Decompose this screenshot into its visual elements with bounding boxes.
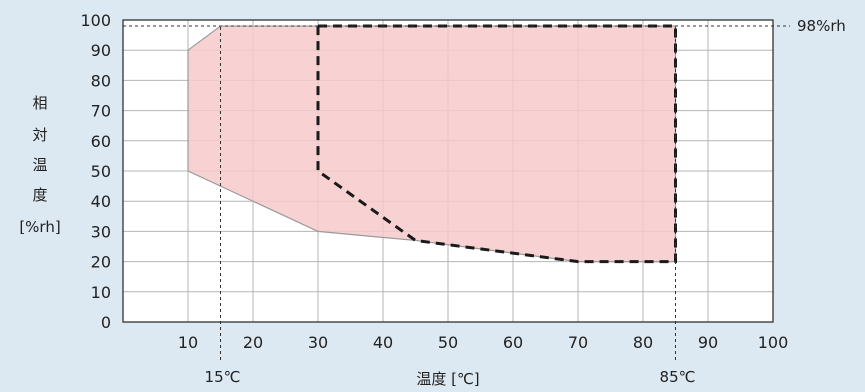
x-tick-label: 100: [758, 333, 789, 352]
y-tick-label: 60: [91, 132, 111, 151]
plot-frame: [122, 19, 774, 323]
y-tick-label: 10: [91, 283, 111, 302]
y-tick-label: 50: [91, 162, 111, 181]
y-tick-labels: 0 10 20 30 40 50 60 70 80 90 100: [80, 11, 111, 332]
x-tick-label: 60: [503, 333, 523, 352]
x-tick-label: 90: [698, 333, 718, 352]
operating-area-dashed-boundary: [316, 24, 677, 264]
reference-lines: 98%rh 15℃ 85℃: [123, 17, 846, 386]
ref-label-x: 85℃: [660, 368, 696, 386]
regions: [187, 24, 677, 264]
y-tick-label: 100: [80, 11, 111, 30]
x-tick-label: 40: [373, 333, 393, 352]
y-tick-label: 20: [91, 253, 111, 272]
x-tick-label: 20: [243, 333, 263, 352]
y-axis-label-part: 度: [32, 186, 47, 204]
y-axis-label-part: 対: [32, 126, 47, 144]
x-tick-labels: 10 20 30 40 50 60 70 80 90 100: [178, 333, 788, 352]
x-axis-label: 温度 [℃]: [416, 370, 479, 388]
y-tick-label: 80: [91, 71, 111, 90]
y-axis-label-part: 温: [32, 156, 47, 174]
y-tick-label: 90: [91, 41, 111, 60]
ref-label-x: 15℃: [205, 368, 241, 386]
y-axis-label-part: 相: [32, 94, 47, 112]
y-tick-label: 70: [91, 102, 111, 121]
ref-label-98rh: 98%rh: [797, 17, 846, 35]
x-tick-label: 10: [178, 333, 198, 352]
x-tick-label: 50: [438, 333, 458, 352]
x-tick-label: 30: [308, 333, 328, 352]
y-tick-label: 40: [91, 192, 111, 211]
x-tick-label: 80: [633, 333, 653, 352]
y-axis-label-part: [%rh]: [19, 218, 60, 236]
x-tick-label: 70: [568, 333, 588, 352]
y-tick-label: 30: [91, 222, 111, 241]
y-tick-label: 0: [101, 313, 111, 332]
